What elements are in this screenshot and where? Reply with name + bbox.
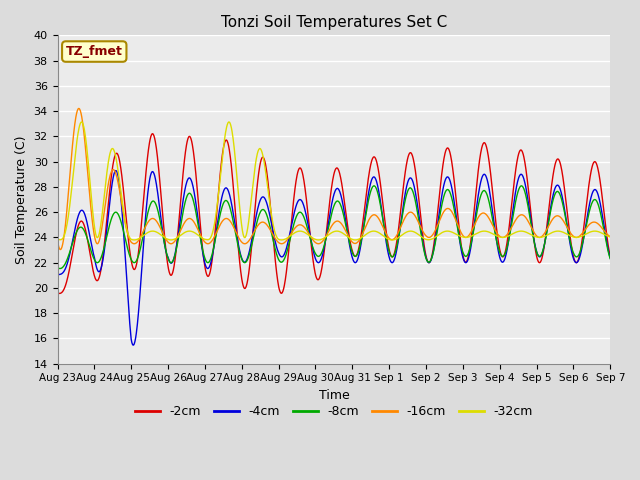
-8cm (65, 253, 72, 259)
-32cm (607, 234, 614, 240)
-16cm (65, 192, 72, 198)
-16cm (572, 234, 579, 240)
-8cm (153, 204, 161, 210)
-32cm (435, 231, 443, 237)
-16cm (304, 229, 312, 235)
-2cm (54, 290, 61, 296)
-32cm (64, 216, 72, 222)
-4cm (112, 168, 120, 173)
-32cm (572, 235, 579, 240)
Line: -32cm: -32cm (58, 122, 611, 240)
-2cm (337, 177, 345, 182)
-4cm (64, 259, 72, 264)
Title: Tonzi Soil Temperatures Set C: Tonzi Soil Temperatures Set C (221, 15, 447, 30)
-4cm (607, 255, 614, 261)
Text: TZ_fmet: TZ_fmet (66, 45, 123, 58)
-4cm (435, 211, 443, 216)
-4cm (572, 259, 579, 265)
-32cm (337, 229, 344, 235)
-8cm (337, 202, 344, 208)
-4cm (54, 272, 61, 278)
-2cm (56, 290, 63, 296)
-16cm (435, 218, 443, 224)
-16cm (54, 238, 61, 244)
-8cm (56, 265, 64, 271)
-4cm (337, 192, 345, 198)
-8cm (518, 183, 525, 189)
-16cm (75, 106, 83, 111)
Y-axis label: Soil Temperature (C): Soil Temperature (C) (15, 135, 28, 264)
-8cm (607, 256, 614, 262)
-4cm (153, 186, 161, 192)
-2cm (304, 213, 312, 218)
X-axis label: Time: Time (319, 389, 349, 402)
-16cm (337, 220, 345, 226)
-2cm (572, 259, 579, 265)
-8cm (54, 265, 61, 271)
-2cm (435, 194, 443, 200)
Line: -8cm: -8cm (58, 186, 611, 268)
-8cm (304, 227, 312, 232)
-8cm (572, 253, 579, 259)
-32cm (388, 237, 396, 243)
Line: -4cm: -4cm (58, 170, 611, 345)
-32cm (152, 229, 160, 235)
Line: -16cm: -16cm (58, 108, 611, 250)
-32cm (54, 237, 61, 242)
-4cm (304, 222, 312, 228)
-32cm (304, 231, 312, 237)
-2cm (607, 253, 614, 259)
-32cm (225, 119, 233, 125)
-16cm (607, 234, 614, 240)
-2cm (148, 131, 156, 137)
-16cm (153, 219, 161, 225)
Legend: -2cm, -4cm, -8cm, -16cm, -32cm: -2cm, -4cm, -8cm, -16cm, -32cm (130, 400, 538, 423)
-4cm (129, 342, 137, 348)
-2cm (153, 151, 161, 156)
-16cm (56, 247, 64, 252)
-2cm (65, 272, 72, 278)
-8cm (435, 219, 443, 225)
Line: -2cm: -2cm (58, 134, 611, 293)
